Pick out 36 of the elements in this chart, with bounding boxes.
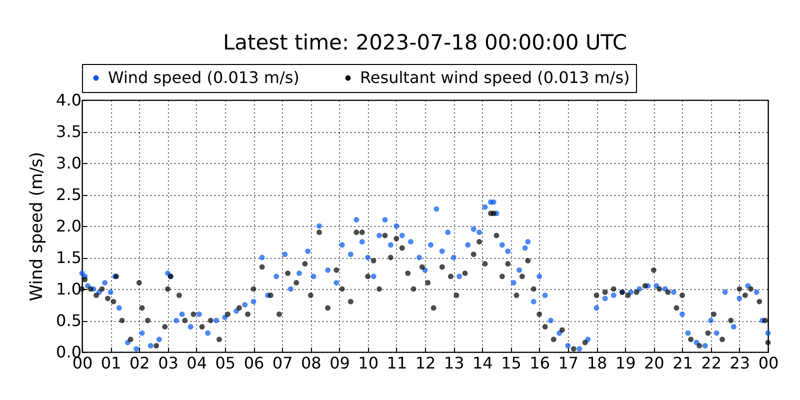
x-tick-label: 12 [415, 354, 436, 372]
x-tick-label: 17 [558, 354, 579, 372]
x-tick-label: 01 [100, 354, 122, 372]
x-tick-label: 07 [272, 354, 293, 372]
x-tick-label: 08 [300, 354, 322, 372]
y-tick-label: 3.0 [56, 154, 82, 172]
x-tick-label: 22 [701, 354, 722, 372]
x-tick-label: 11 [386, 354, 408, 372]
y-tick-label: 2.5 [56, 185, 82, 204]
x-tick-label: 16 [530, 354, 550, 372]
x-tick-label: 00 [758, 354, 779, 372]
y-tick-label: 0.5 [56, 311, 82, 330]
y-tick-label: 2.0 [56, 216, 82, 236]
x-tick-label: 04 [186, 354, 208, 372]
x-tick-label: 06 [244, 354, 264, 372]
x-tick-label: 05 [215, 354, 236, 372]
x-tick-label: 23 [730, 354, 750, 372]
y-tick-label: 1.5 [56, 248, 82, 267]
x-tick-label: 18 [586, 354, 608, 372]
y-axis-title: Wind speed (m/s) [27, 152, 48, 302]
legend-label: Resultant wind speed (0.013 m/s) [360, 68, 630, 87]
x-tick-label: 13 [444, 354, 464, 372]
x-tick-label: 10 [358, 354, 379, 372]
y-tick-label: 1.0 [56, 280, 82, 298]
x-tick-label: 20 [644, 354, 664, 372]
x-tick-label: 14 [472, 354, 493, 372]
x-tick-label: 02 [129, 354, 150, 372]
x-tick-label: 15 [501, 354, 522, 372]
legend-label: Wind speed (0.013 m/s) [108, 68, 300, 87]
x-tick-label: 03 [158, 354, 178, 372]
x-tick-label: 21 [672, 354, 693, 372]
chart-title: Latest time: 2023-07-18 00:00:00 UTC [222, 30, 628, 54]
x-tick-label: 19 [615, 354, 636, 372]
x-tick-label: 09 [330, 354, 350, 372]
y-tick-label: 3.5 [56, 122, 82, 141]
y-tick-label: 4.0 [56, 90, 82, 110]
